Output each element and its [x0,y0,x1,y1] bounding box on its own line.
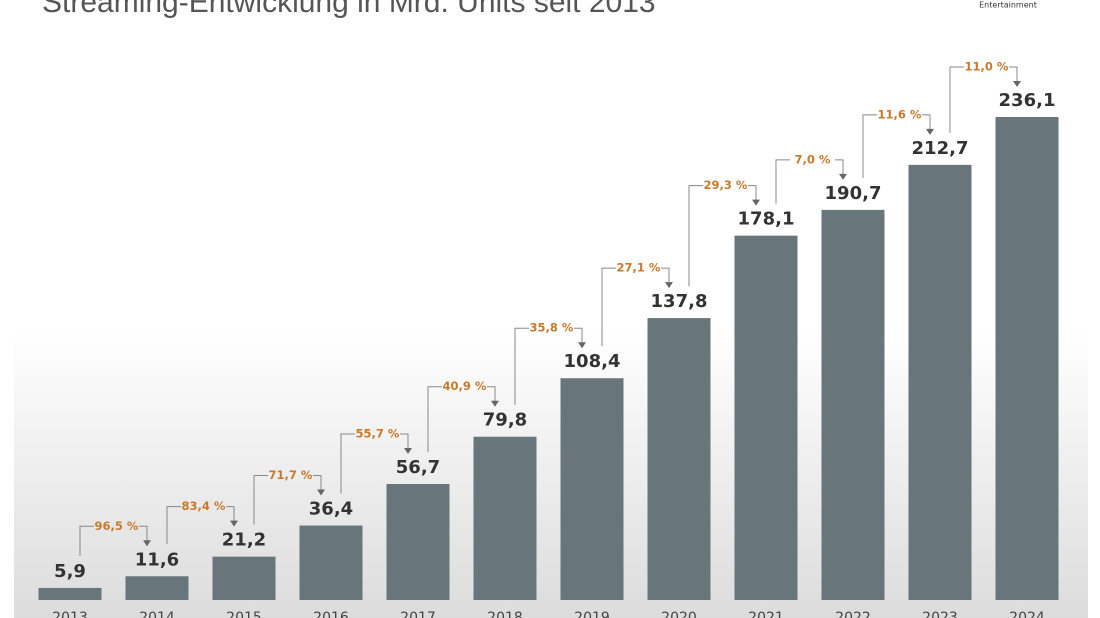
x-tick-label: 2019 [574,610,610,618]
growth-connector [775,159,844,204]
growth-arrow [230,520,238,527]
growth-connector [253,475,322,525]
x-tick-label: 2020 [661,610,697,618]
growth-arrow [665,282,673,289]
bar [734,235,798,600]
value-label: 36,4 [309,499,353,520]
growth-arrow [404,448,412,455]
growth-label: 7,0 % [795,152,831,166]
bar [212,556,276,600]
growth-label: 11,0 % [965,60,1009,74]
growth-arrow [143,540,151,547]
growth-arrow [491,400,499,407]
value-label: 108,4 [564,351,621,372]
growth-arrow [926,128,934,135]
x-tick-label: 2021 [748,610,784,618]
growth-connector [862,114,931,178]
growth-connector [166,506,235,545]
growth-arrow [752,199,760,206]
x-tick-label: 2018 [487,610,523,618]
chart-title: Streaming-Entwicklung in Mrd. Units seit… [42,0,656,19]
bar [908,164,972,600]
growth-label: 11,6 % [878,107,922,121]
bar [386,484,450,600]
x-tick-label: 2015 [226,610,262,618]
growth-label: 35,8 % [530,321,574,335]
value-label: 178,1 [738,209,795,230]
growth-arrow [1013,81,1021,87]
growth-label: 29,3 % [704,178,748,192]
growth-arrow [839,173,847,180]
growth-connector [340,433,409,494]
growth-connector [688,185,757,287]
brand: Entertainment [979,1,1037,10]
x-tick-label: 2014 [139,610,175,618]
growth-label: 55,7 % [356,427,400,441]
x-tick-label: 2017 [400,610,436,618]
value-label: 137,8 [651,291,708,312]
value-label: 5,9 [54,561,86,582]
value-label: 21,2 [222,530,266,551]
bar [125,576,189,600]
value-label: 79,8 [483,410,527,431]
x-tick-label: 2024 [1009,610,1045,618]
growth-label: 83,4 % [182,499,226,513]
bar [38,587,102,600]
value-label: 236,1 [999,90,1056,111]
x-tick-label: 2022 [835,610,871,618]
growth-label: 40,9 % [443,379,487,393]
growth-label: 71,7 % [269,468,313,482]
growth-connector [949,66,1018,133]
x-tick-label: 2016 [313,610,349,618]
growth-arrow [317,489,325,496]
bar [821,209,885,600]
bar [473,436,537,600]
x-tick-label: 2013 [52,610,88,618]
value-label: 190,7 [825,183,882,204]
growth-connector [427,386,496,453]
bar [647,318,711,600]
growth-label: 27,1 % [617,261,661,275]
growth-label: 96,5 % [95,519,139,533]
growth-connector [79,525,148,556]
bar [299,525,363,600]
growth-connector [601,267,670,347]
bar [560,378,624,600]
value-label: 56,7 [396,457,440,478]
growth-connector [514,327,583,405]
bar [995,117,1059,600]
x-tick-label: 2023 [922,610,958,618]
value-label: 212,7 [912,138,969,159]
growth-arrow [578,342,586,349]
value-label: 11,6 [135,549,179,570]
